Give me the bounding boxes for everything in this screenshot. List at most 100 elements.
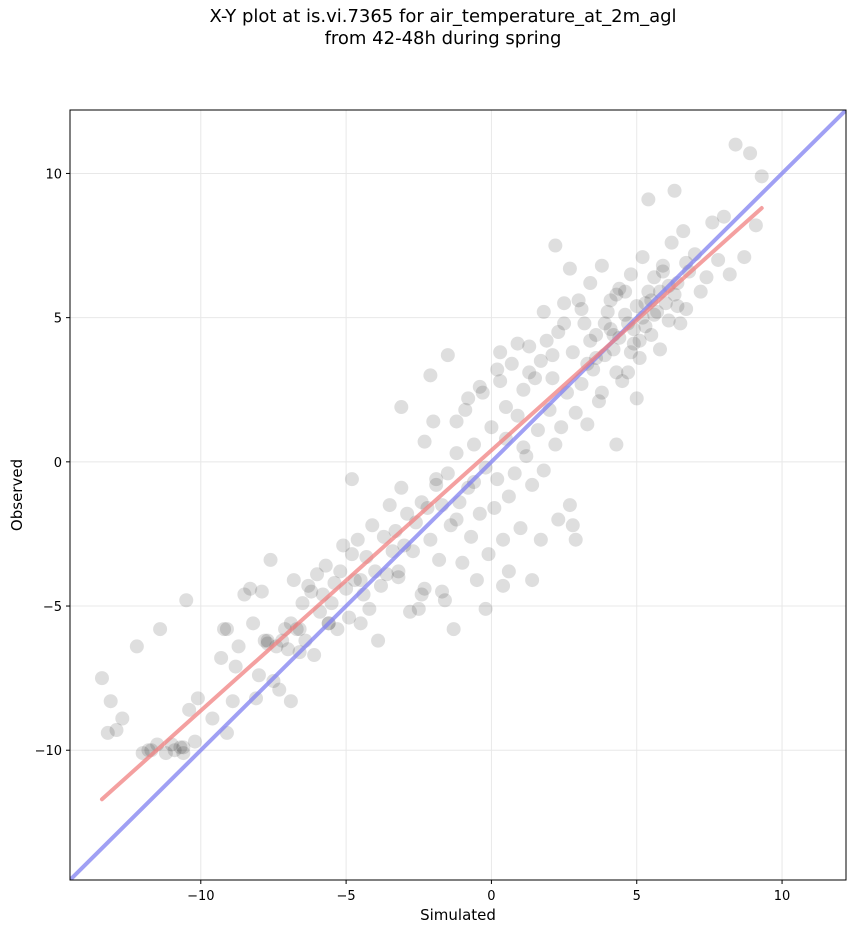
data-point <box>528 371 543 386</box>
data-point <box>647 307 662 322</box>
x-tick-label: 10 <box>774 889 791 904</box>
data-point <box>272 682 287 697</box>
data-point <box>609 437 624 452</box>
data-point <box>510 336 525 351</box>
data-point <box>135 746 150 761</box>
data-point <box>609 365 624 380</box>
data-point <box>365 518 380 533</box>
data-point <box>501 489 516 504</box>
data-point <box>530 423 545 438</box>
data-point <box>435 584 450 599</box>
data-point <box>414 587 429 602</box>
data-point <box>411 601 426 616</box>
axis-ticks: −10 −5 0 5 10 −10 −5 0 5 10 <box>35 167 791 904</box>
data-point <box>716 209 731 224</box>
data-point <box>472 379 487 394</box>
data-point <box>246 616 261 631</box>
data-point <box>618 284 633 299</box>
data-point <box>295 596 310 611</box>
data-point <box>557 296 572 311</box>
data-point <box>510 408 525 423</box>
data-point <box>353 573 368 588</box>
data-point <box>600 304 615 319</box>
data-point <box>464 529 479 544</box>
data-point <box>405 544 420 559</box>
data-point <box>699 270 714 285</box>
data-point <box>693 284 708 299</box>
data-point <box>516 440 531 455</box>
data-point <box>286 573 301 588</box>
data-point <box>525 477 540 492</box>
data-point <box>737 250 752 265</box>
grid <box>70 110 846 880</box>
chart-title: X-Y plot at is.vi.7365 for air_temperatu… <box>0 6 854 50</box>
data-point <box>507 466 522 481</box>
data-point <box>754 169 769 184</box>
data-point <box>612 281 627 296</box>
fit-lines <box>70 110 846 880</box>
data-point <box>548 437 563 452</box>
data-point <box>652 342 667 357</box>
data-point <box>129 639 144 654</box>
data-point <box>466 437 481 452</box>
data-point <box>423 532 438 547</box>
data-point <box>423 368 438 383</box>
data-point <box>519 449 534 464</box>
data-point <box>187 734 202 749</box>
data-point <box>629 391 644 406</box>
data-point <box>432 552 447 567</box>
data-point <box>498 400 513 415</box>
data-point <box>629 299 644 314</box>
data-point <box>449 512 464 527</box>
data-point <box>609 287 624 302</box>
data-point <box>263 552 278 567</box>
data-point <box>551 512 566 527</box>
data-point <box>623 267 638 282</box>
data-point <box>516 382 531 397</box>
data-point <box>310 567 325 582</box>
chart-title-line-1: X-Y plot at is.vi.7365 for air_temperatu… <box>209 6 677 27</box>
x-tick-label: −10 <box>187 889 214 904</box>
data-point <box>487 500 502 515</box>
data-point <box>667 183 682 198</box>
data-point <box>603 293 618 308</box>
data-point <box>115 711 130 726</box>
plot-frame <box>69 109 847 881</box>
data-point <box>330 622 345 637</box>
data-point <box>533 353 548 368</box>
data-point <box>722 267 737 282</box>
data-point <box>641 192 656 207</box>
data-point <box>237 587 252 602</box>
data-point <box>493 374 508 389</box>
data-point <box>551 325 566 340</box>
data-point <box>307 648 322 663</box>
data-point <box>638 319 653 334</box>
data-point <box>205 711 220 726</box>
data-point <box>269 639 284 654</box>
data-point <box>333 564 348 579</box>
data-point <box>103 694 118 709</box>
data-point <box>304 584 319 599</box>
data-point <box>664 235 679 250</box>
data-point <box>621 365 636 380</box>
x-tick-label: −5 <box>337 889 356 904</box>
data-point <box>641 284 656 299</box>
data-point <box>414 495 429 510</box>
data-point <box>484 420 499 435</box>
data-point <box>225 694 240 709</box>
data-point <box>539 333 554 348</box>
data-point <box>324 596 339 611</box>
data-point <box>219 622 234 637</box>
data-point <box>577 316 592 331</box>
data-point <box>513 521 528 536</box>
data-point <box>371 633 386 648</box>
data-point <box>344 547 359 562</box>
y-tick-label: 5 <box>54 312 62 327</box>
data-point <box>618 307 633 322</box>
chart-title-line-2: from 42-48h during spring <box>324 28 562 49</box>
data-point <box>461 480 476 495</box>
data-point <box>153 622 168 637</box>
data-point <box>562 498 577 513</box>
data-point <box>373 578 388 593</box>
